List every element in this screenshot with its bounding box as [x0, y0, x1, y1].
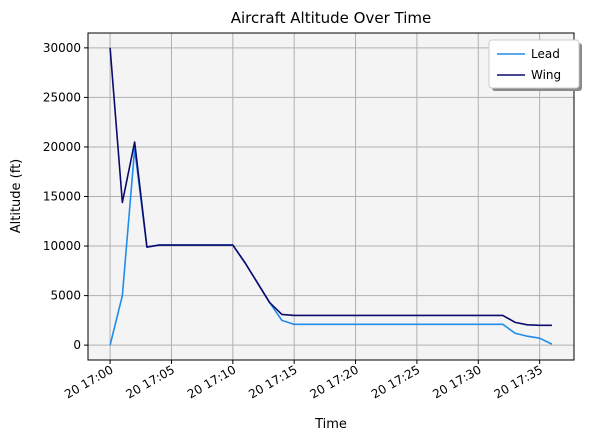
- y-axis: 0 5000 10000 15000 20000 25000 30000: [43, 41, 88, 352]
- y-axis-title: Altitude (ft): [9, 159, 24, 234]
- y-tick-label: 5000: [50, 289, 81, 303]
- x-axis-title: Time: [314, 417, 347, 432]
- y-tick-label: 0: [73, 338, 81, 352]
- x-tick-label: 20 17:30: [430, 362, 483, 401]
- x-tick-label: 20 17:00: [62, 362, 115, 401]
- series-lines: [109, 47, 553, 346]
- y-tick-label: 10000: [43, 239, 81, 253]
- y-tick-label: 15000: [43, 190, 81, 204]
- x-axis: 20 17:00 20 17:05 20 17:10 20 17:15 20 17:20…: [62, 360, 545, 401]
- legend: Lead Wing: [488, 39, 582, 91]
- x-tick-label: 20 17:20: [308, 362, 361, 401]
- y-tick-label: 25000: [43, 90, 81, 104]
- legend-label: Wing: [531, 68, 561, 82]
- x-tick-label: 20 17:05: [123, 362, 176, 401]
- y-tick-label: 30000: [43, 41, 81, 55]
- chart-title: Aircraft Altitude Over Time: [231, 9, 431, 27]
- series-line-wing: [109, 47, 552, 327]
- x-tick-label: 20 17:35: [492, 362, 545, 401]
- legend-box: [488, 39, 580, 89]
- x-tick-label: 20 17:25: [369, 362, 422, 401]
- x-tick-label: 20 17:10: [185, 362, 238, 401]
- legend-label: Lead: [531, 47, 560, 61]
- y-tick-label: 20000: [43, 140, 81, 154]
- x-tick-label: 20 17:15: [246, 362, 299, 401]
